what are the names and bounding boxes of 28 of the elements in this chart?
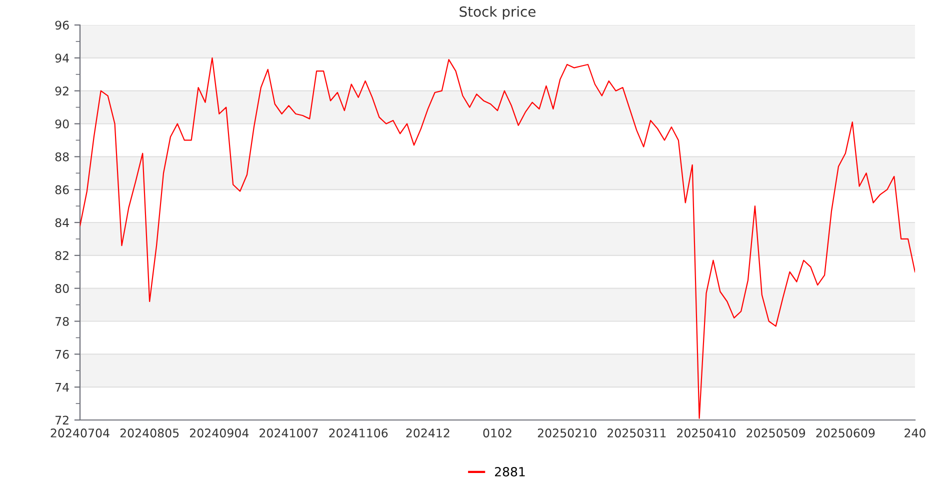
x-tick-label: 20240904 [190,428,249,438]
x-tick-label: 240 [904,428,926,438]
x-tick-label: 20240805 [120,428,179,438]
y-tick-label: 82 [55,251,68,260]
y-tick-label: 94 [55,54,69,63]
y-tick-label: 76 [56,350,69,359]
x-tick-label: 20250609 [816,428,875,438]
x-tick-label: 0102 [483,428,512,438]
legend-label: 2881 [495,467,525,476]
y-tick-label: 80 [55,284,69,293]
x-tick-label: 20250311 [607,428,666,438]
y-tick-label: 88 [55,152,69,162]
x-tick-label: 20241106 [329,428,388,438]
chart-title: Stock price [460,6,536,20]
y-tick-label: 86 [55,185,69,194]
y-tick-label: 84 [55,218,69,228]
y-tick-label: 72 [56,416,68,424]
y-tick-label: 92 [55,86,68,96]
x-tick-label: 20250410 [677,428,736,438]
x-tick-label: 202412 [406,428,450,438]
y-tick-label: 74 [56,382,69,392]
y-tick-label: 90 [55,119,69,128]
x-tick-label: 20250210 [538,428,596,438]
x-tick-label: 20240704 [50,428,110,438]
x-tick-label: 20241007 [260,428,318,438]
x-tick-label: 20250509 [746,428,806,438]
y-tick-label: 78 [56,316,69,326]
y-tick-label: 96 [55,20,69,30]
